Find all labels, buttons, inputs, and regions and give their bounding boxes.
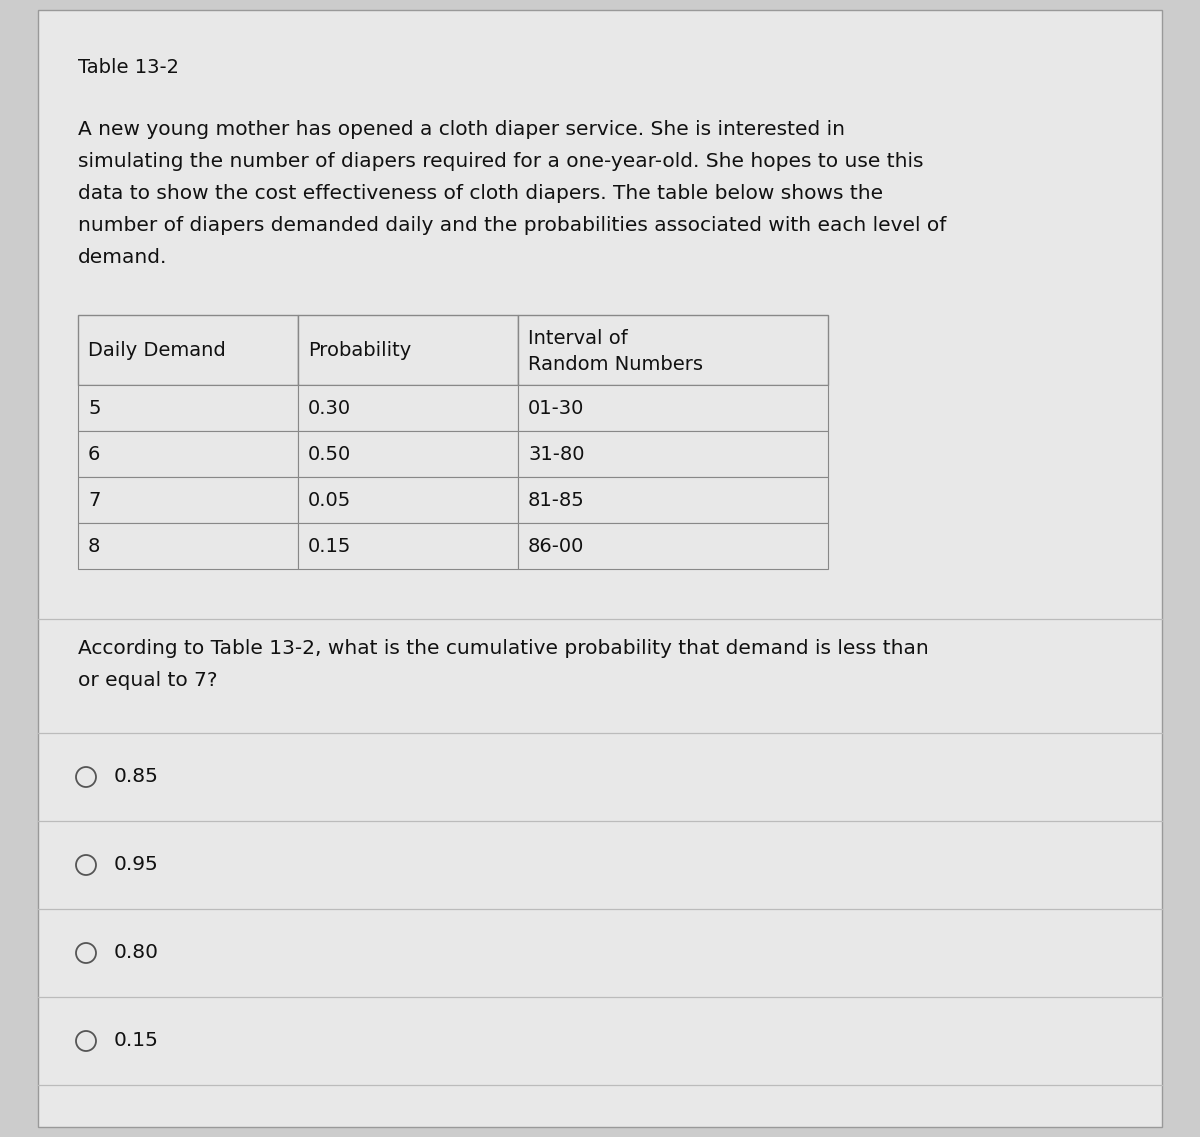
Text: Table 13-2: Table 13-2 <box>78 58 179 77</box>
Bar <box>78 523 298 568</box>
Bar <box>298 523 518 568</box>
Text: 6: 6 <box>88 445 101 464</box>
Text: data to show the cost effectiveness of cloth diapers. The table below shows the: data to show the cost effectiveness of c… <box>78 184 883 204</box>
Text: Random Numbers: Random Numbers <box>528 355 703 374</box>
Bar <box>518 523 828 568</box>
Text: number of diapers demanded daily and the probabilities associated with each leve: number of diapers demanded daily and the… <box>78 216 947 235</box>
Text: simulating the number of diapers required for a one-year-old. She hopes to use t: simulating the number of diapers require… <box>78 152 924 171</box>
Text: 0.85: 0.85 <box>114 767 158 787</box>
Text: 0.30: 0.30 <box>308 398 352 417</box>
Text: 7: 7 <box>88 490 101 509</box>
Text: 0.15: 0.15 <box>114 1031 158 1051</box>
Text: 86-00: 86-00 <box>528 537 584 556</box>
Text: 81-85: 81-85 <box>528 490 584 509</box>
Text: 0.15: 0.15 <box>308 537 352 556</box>
Text: According to Table 13-2, what is the cumulative probability that demand is less : According to Table 13-2, what is the cum… <box>78 639 929 658</box>
Text: A new young mother has opened a cloth diaper service. She is interested in: A new young mother has opened a cloth di… <box>78 121 845 139</box>
Bar <box>298 431 518 478</box>
Bar <box>78 385 298 431</box>
Bar <box>78 315 298 385</box>
Bar <box>78 478 298 523</box>
Text: 31-80: 31-80 <box>528 445 584 464</box>
Text: demand.: demand. <box>78 248 167 267</box>
Bar <box>518 385 828 431</box>
Text: Daily Demand: Daily Demand <box>88 340 226 359</box>
Bar <box>298 385 518 431</box>
Text: 5: 5 <box>88 398 101 417</box>
Bar <box>298 478 518 523</box>
Text: 8: 8 <box>88 537 101 556</box>
Text: 0.50: 0.50 <box>308 445 352 464</box>
Bar <box>78 431 298 478</box>
Text: or equal to 7?: or equal to 7? <box>78 671 217 690</box>
Text: 0.95: 0.95 <box>114 855 158 874</box>
Bar <box>518 315 828 385</box>
Bar <box>298 315 518 385</box>
Text: 0.05: 0.05 <box>308 490 352 509</box>
Text: Interval of: Interval of <box>528 329 628 348</box>
Text: Probability: Probability <box>308 340 412 359</box>
Bar <box>518 431 828 478</box>
Text: 01-30: 01-30 <box>528 398 584 417</box>
Bar <box>518 478 828 523</box>
Text: 0.80: 0.80 <box>114 944 158 963</box>
